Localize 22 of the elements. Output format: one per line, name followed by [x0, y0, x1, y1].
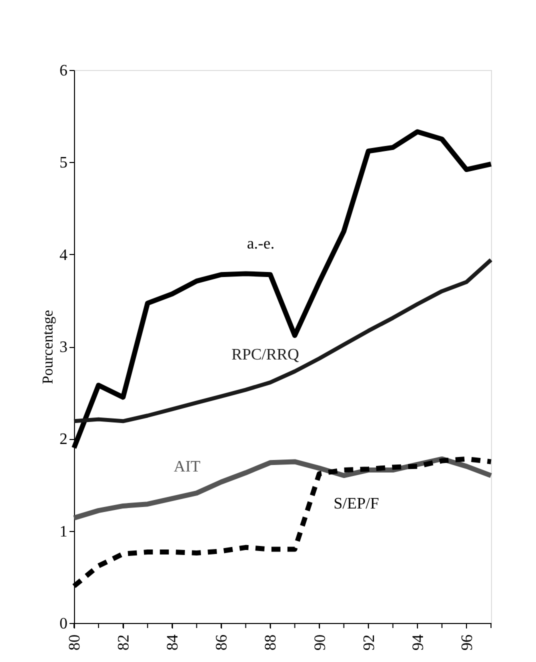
- y-tick-label: 6: [60, 62, 68, 80]
- y-tick-label: 5: [60, 154, 68, 172]
- y-tick-label: 3: [60, 339, 68, 356]
- series-label: RPC/RRQ: [231, 346, 300, 364]
- y-tick-label: 1: [60, 523, 68, 540]
- series-label: AIT: [174, 458, 201, 476]
- x-tick-label: 96: [458, 634, 476, 650]
- series-label: a.-e.: [246, 236, 274, 253]
- x-tick-label: 86: [214, 634, 231, 650]
- y-tick-label: 0: [60, 616, 68, 632]
- x-tick-label: 82: [116, 634, 133, 650]
- x-tick-label: 80: [66, 634, 84, 650]
- line-series: [72, 258, 493, 424]
- x-tick-label: 90: [312, 634, 329, 650]
- x-tick-label: 94: [410, 634, 427, 650]
- x-tick-label: 92: [360, 634, 378, 650]
- series-label: S/EP/F: [334, 496, 380, 513]
- y-tick-label: 2: [60, 431, 68, 448]
- x-tick-label: 84: [164, 634, 182, 650]
- y-axis-title: Pourcentage: [40, 310, 56, 384]
- x-tick-label: 88: [262, 634, 280, 650]
- y-tick-label: 4: [60, 246, 68, 264]
